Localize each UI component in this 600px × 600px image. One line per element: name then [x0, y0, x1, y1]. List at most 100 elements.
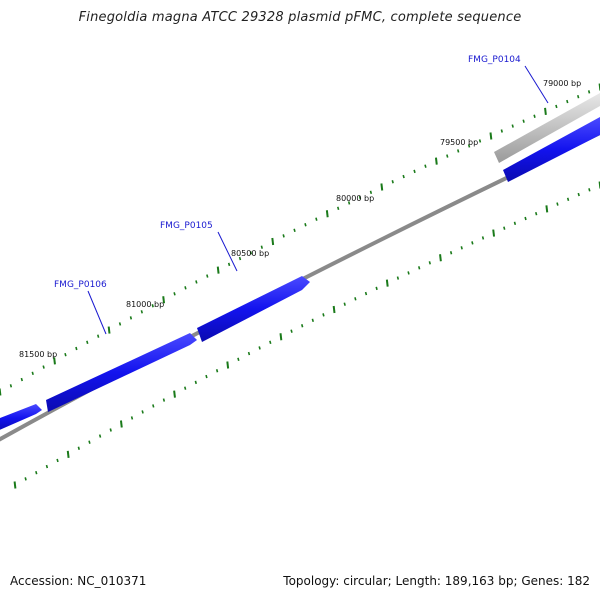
- inner-ruler-tick: [385, 279, 389, 287]
- outer-ruler-tick: [391, 180, 394, 184]
- inner-ruler-tick: [311, 318, 314, 322]
- inner-ruler-tick: [460, 246, 463, 250]
- inner-ruler-tick: [35, 471, 38, 475]
- outer-ruler-tick: [216, 266, 220, 274]
- inner-ruler-tick: [109, 428, 112, 432]
- inner-ruler-tick: [471, 241, 474, 245]
- outer-ruler-tick: [129, 316, 133, 320]
- gene-arrow-fmg_p0105[interactable]: [197, 276, 310, 342]
- outer-ruler-tick: [162, 296, 166, 304]
- inner-ruler-tick: [301, 324, 304, 328]
- gene-leader-line: [217, 231, 238, 272]
- inner-ruler-tick: [492, 229, 496, 237]
- gene-label-fmg_p0106[interactable]: FMG_P0106: [54, 280, 107, 290]
- inner-ruler-tick: [588, 188, 591, 192]
- outer-ruler-tick: [315, 217, 318, 221]
- inner-ruler-tick: [375, 286, 378, 291]
- inner-ruler-tick: [269, 340, 272, 345]
- outer-ruler-tick: [434, 157, 438, 165]
- outer-ruler-tick: [64, 352, 67, 357]
- inner-ruler-tick: [418, 266, 421, 270]
- inner-ruler-tick: [24, 477, 27, 481]
- inner-ruler-tick: [407, 271, 410, 275]
- outer-ruler-tick: [53, 357, 56, 365]
- inner-ruler-tick: [428, 261, 431, 265]
- inner-ruler-tick: [77, 446, 80, 450]
- outer-ruler-tick: [118, 322, 122, 326]
- tick-label-81500: 81500 bp: [19, 350, 57, 359]
- inner-ruler-tick: [13, 481, 17, 489]
- outer-ruler-tick: [325, 210, 329, 218]
- inner-ruler-tick: [205, 374, 208, 379]
- inner-ruler-tick: [556, 202, 559, 206]
- outer-ruler-tick: [511, 124, 514, 128]
- tick-label-79000: 79000 bp: [543, 79, 581, 88]
- inner-ruler-tick: [152, 404, 155, 408]
- gene-label-fmg_p0104[interactable]: FMG_P0104: [468, 55, 521, 65]
- inner-ruler-tick: [364, 291, 368, 296]
- inner-ruler-tick: [290, 329, 293, 333]
- inner-ruler-tick: [332, 305, 336, 314]
- outer-ruler-tick: [380, 183, 384, 191]
- outer-ruler-tick: [402, 174, 405, 179]
- inner-ruler-tick: [247, 351, 251, 356]
- inner-ruler-tick: [513, 221, 517, 226]
- outer-ruler-tick: [467, 144, 471, 148]
- outer-ruler-tick: [577, 95, 580, 99]
- outer-ruler-tick: [369, 190, 373, 194]
- outer-ruler-tick: [304, 223, 307, 227]
- outer-ruler-tick: [249, 251, 253, 255]
- inner-ruler-tick: [88, 440, 91, 444]
- inner-ruler-tick: [45, 464, 49, 469]
- tick-label-79500: 79500 bp: [440, 138, 478, 147]
- outer-ruler-tick: [566, 99, 569, 104]
- inner-ruler-tick: [173, 390, 176, 398]
- gene-leader-line: [87, 290, 107, 335]
- outer-ruler-tick: [587, 90, 591, 94]
- inner-ruler-tick: [141, 410, 144, 414]
- inner-ruler-tick: [524, 216, 527, 221]
- outer-ruler-tick: [31, 371, 34, 376]
- outer-ruler-tick: [140, 310, 143, 314]
- inner-ruler-tick: [279, 333, 283, 341]
- outer-ruler-tick: [500, 129, 503, 133]
- sequence-stats: Topology: circular; Length: 189,163 bp; …: [283, 574, 590, 588]
- inner-ruler-tick: [439, 254, 442, 262]
- inner-ruler-tick: [66, 450, 70, 458]
- gene-arrow-partial[interactable]: [0, 404, 42, 432]
- outer-ruler-tick: [358, 195, 362, 200]
- inner-ruler-tick: [449, 251, 453, 255]
- gene-arrow-fmg_p0106[interactable]: [46, 333, 197, 412]
- outer-ruler-tick: [184, 286, 187, 290]
- inner-ruler-tick: [56, 458, 59, 463]
- outer-ruler-tick: [413, 169, 416, 174]
- inner-ruler-tick: [119, 420, 123, 428]
- inner-ruler-tick: [545, 205, 549, 213]
- accession-label: Accession: NC_010371: [10, 574, 147, 588]
- inner-ruler-tick: [237, 357, 240, 361]
- inner-ruler-tick: [566, 197, 570, 202]
- gene-arrow-fmg_p0104[interactable]: [503, 117, 600, 182]
- outer-ruler-tick: [271, 237, 275, 246]
- outer-ruler-tick: [457, 149, 460, 153]
- inner-ruler-tick: [481, 236, 485, 240]
- inner-ruler-tick: [162, 398, 166, 402]
- inner-ruler-tick: [577, 192, 580, 197]
- outer-ruler-tick: [424, 164, 427, 168]
- map-title: Finegoldia magna ATCC 29328 plasmid pFMC…: [78, 10, 522, 25]
- outer-ruler-tick: [75, 346, 78, 351]
- outer-ruler-tick: [107, 326, 111, 334]
- outer-ruler-tick: [238, 256, 242, 261]
- outer-ruler-tick: [555, 104, 558, 109]
- inner-ruler-tick: [194, 380, 197, 385]
- outer-ruler-tick: [195, 280, 198, 284]
- outer-ruler-tick: [86, 340, 89, 345]
- outer-ruler-tick: [260, 245, 263, 249]
- gene-label-fmg_p0105[interactable]: FMG_P0105: [160, 221, 213, 231]
- inner-ruler-tick: [322, 313, 325, 317]
- inner-ruler-tick: [535, 211, 538, 216]
- outer-ruler-tick: [282, 234, 285, 238]
- outer-ruler-tick: [446, 154, 449, 158]
- inner-ruler-tick: [343, 302, 346, 306]
